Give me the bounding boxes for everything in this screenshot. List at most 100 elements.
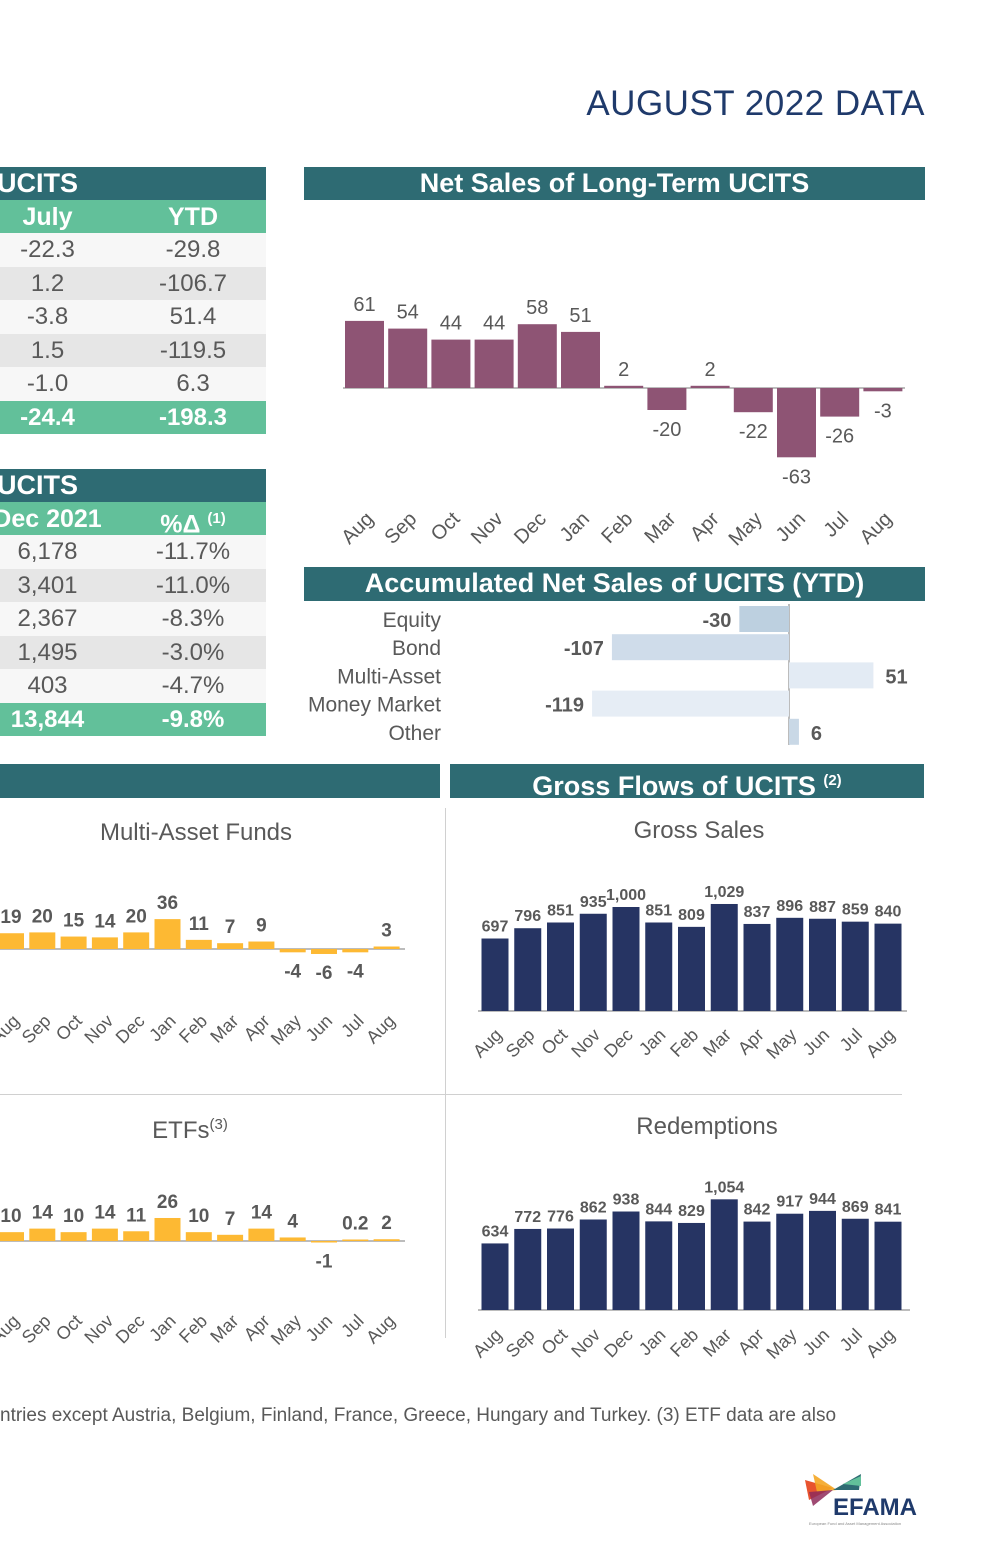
redemptions-month-label: Aug <box>469 1325 506 1362</box>
etf-month-label: May <box>267 1311 305 1349</box>
etf-month-label: Sep <box>18 1311 55 1348</box>
footnote-ref: (3) <box>209 1116 228 1133</box>
column-header: YTD <box>168 203 218 231</box>
cell: -24.4 <box>20 403 75 431</box>
etf-month-label: Aug <box>0 1311 23 1348</box>
redemptions-bar <box>776 1213 804 1310</box>
net_sales-data-label: -22 <box>739 421 768 443</box>
etf-data-label: 10 <box>0 1206 21 1227</box>
multi_asset-bar <box>123 932 150 949</box>
multi_asset-bar <box>279 949 306 953</box>
multi_asset-data-label: 11 <box>189 914 210 935</box>
net_sales-month-label: Dec <box>510 508 551 549</box>
multi_asset-month-label: Jul <box>337 1011 367 1041</box>
redemptions-data-label: 844 <box>645 1201 672 1218</box>
cell: -22.3 <box>20 236 75 263</box>
redemptions-month-label: Nov <box>567 1325 604 1362</box>
redemptions-title: Redemptions <box>636 1113 778 1140</box>
etf-bar <box>311 1241 337 1243</box>
multi_asset-month-label: Nov <box>80 1011 117 1048</box>
redemptions-bar <box>809 1210 836 1310</box>
redemptions-bar <box>645 1221 673 1310</box>
etf-month-label: Jun <box>302 1311 337 1346</box>
cell: -11.7% <box>155 538 231 565</box>
multi_asset-month-label: Feb <box>175 1011 211 1047</box>
net_sales-data-label: 44 <box>483 313 505 335</box>
table-row: 403 -4.7% <box>0 669 266 703</box>
etf-month-label: Jul <box>337 1311 367 1341</box>
net_sales-bar <box>690 385 730 388</box>
redemptions-month-label: Jun <box>799 1325 834 1360</box>
net_sales-bar <box>561 331 600 388</box>
net_sales-data-label: -3 <box>874 400 892 422</box>
net_sales-month-label: Aug <box>337 508 378 549</box>
cell: -198.3 <box>158 403 228 431</box>
redemptions-month-label: Aug <box>862 1325 899 1362</box>
multi_asset-month-label: Mar <box>206 1011 242 1047</box>
redemptions-month-label: May <box>762 1325 800 1363</box>
table-row: -22.3 -29.8 <box>0 233 266 267</box>
multi_asset-month-label: May <box>267 1011 305 1049</box>
etf-bar <box>29 1228 56 1241</box>
net_sales-data-label: 58 <box>526 297 548 319</box>
multi_asset-bar <box>154 919 181 949</box>
multi_asset-month-label: Aug <box>362 1011 399 1048</box>
accumulated-bar <box>789 718 799 745</box>
cell: 1,495 <box>17 638 78 666</box>
net_sales-data-label: 44 <box>440 313 462 335</box>
gross_sales-data-label: 697 <box>482 919 509 936</box>
table-title: UCITS <box>0 470 78 500</box>
accumulated-data-label: -107 <box>564 638 604 660</box>
multi_asset-bar <box>60 936 87 949</box>
etf-month-label: Nov <box>80 1311 117 1348</box>
etf-month-label: Aug <box>362 1311 399 1348</box>
etf-data-label: 7 <box>225 1209 236 1230</box>
etf-bar <box>373 1239 400 1241</box>
net_sales-data-label: -63 <box>782 466 811 488</box>
etf-data-label: 14 <box>94 1203 116 1224</box>
redemptions-data-label: 842 <box>744 1202 771 1219</box>
multi_asset-data-label: 15 <box>63 911 85 932</box>
accumulated-data-label: 6 <box>811 723 822 745</box>
redemptions-bar <box>481 1243 509 1310</box>
net_sales-data-label: 2 <box>618 359 629 381</box>
column-label: %Δ <box>160 510 201 539</box>
total-row: 13,844 -9.8% <box>0 702 266 736</box>
etf-data-label: 14 <box>251 1203 273 1224</box>
chart-title: ETFs <box>152 1117 210 1144</box>
net_sales-bar <box>863 388 903 392</box>
redemptions-data-label: 1,054 <box>704 1179 744 1196</box>
etf-bar <box>217 1234 244 1241</box>
multi_asset-data-label: -6 <box>316 963 333 984</box>
redemptions-bar <box>612 1211 640 1310</box>
net_sales-bar <box>431 339 471 388</box>
gross_sales-data-label: 840 <box>875 904 902 921</box>
multi_asset-data-label: 9 <box>256 916 267 937</box>
gross_sales-month-label: Jul <box>836 1025 866 1055</box>
gross_sales-bar <box>874 923 902 1011</box>
gross_sales-bar <box>481 938 509 1011</box>
cell: 51.4 <box>169 303 217 330</box>
net_sales-month-label: Nov <box>467 508 508 549</box>
gross_sales-month-label: Jan <box>635 1025 670 1060</box>
vertical-divider <box>445 808 446 1338</box>
multi_asset-month-label: Aug <box>0 1011 23 1048</box>
gross_sales-data-label: 1,000 <box>606 887 646 904</box>
redemptions-data-label: 772 <box>514 1209 541 1226</box>
gross_sales-data-label: 859 <box>842 902 869 919</box>
multi_asset-data-label: 20 <box>32 906 53 927</box>
gross_sales-month-label: May <box>762 1025 800 1063</box>
accumulated-header: Accumulated Net Sales of UCITS (YTD) <box>304 567 925 601</box>
redemptions-data-label: 944 <box>809 1191 836 1208</box>
redemptions-bar <box>841 1218 869 1310</box>
multi_asset-data-label: -4 <box>284 962 301 983</box>
etf-month-label: Feb <box>175 1311 211 1347</box>
gross_sales-data-label: 851 <box>645 902 672 919</box>
net_sales-bar <box>820 388 860 417</box>
accumulated-data-label: -30 <box>702 610 731 632</box>
etf-data-label: 10 <box>63 1206 84 1227</box>
section-title: Net Sales of Long-Term UCITS <box>419 168 810 198</box>
column-headers: Dec 2021 %Δ (1) <box>0 502 266 539</box>
redemptions-month-label: Dec <box>600 1325 637 1362</box>
cell: -119.5 <box>159 336 227 364</box>
